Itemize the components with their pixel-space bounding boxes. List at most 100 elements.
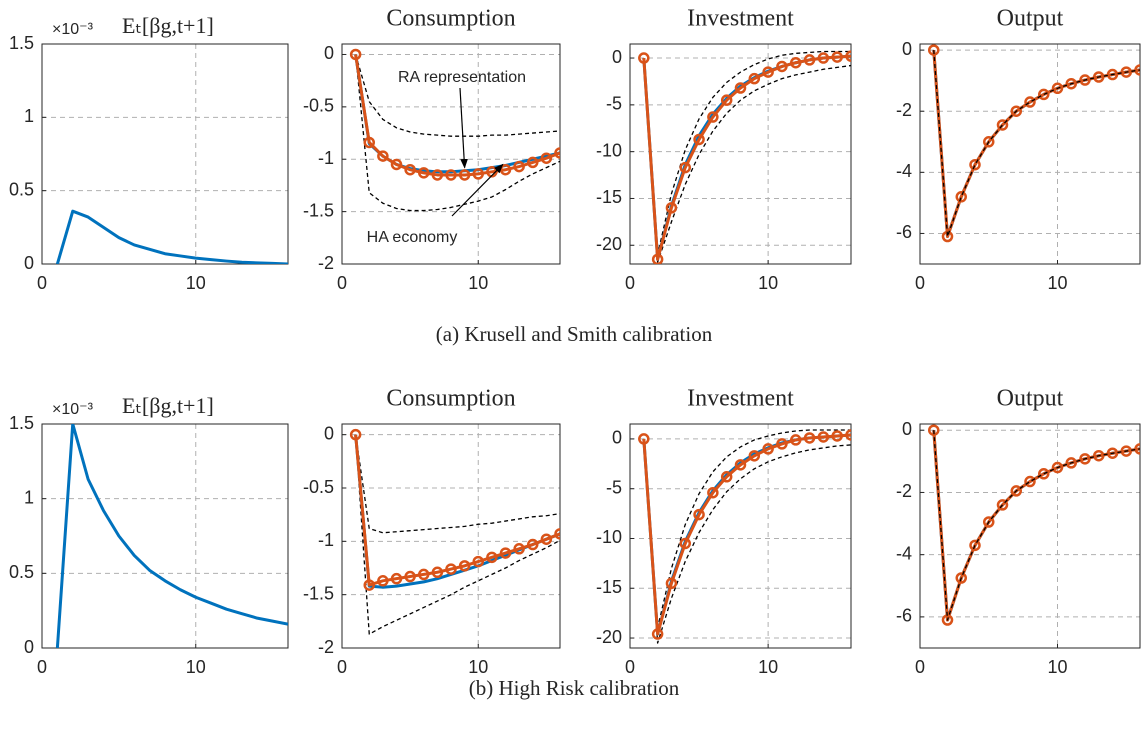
y-tick-label: -2	[318, 253, 334, 273]
axes-box	[341, 423, 561, 649]
annotation: RA representation	[398, 69, 526, 86]
series-line	[354, 54, 560, 177]
axes-box	[919, 423, 1141, 649]
series-line	[354, 434, 560, 534]
data-point	[404, 163, 416, 176]
chart-title: Consumption	[386, 386, 515, 412]
data-point	[762, 443, 774, 455]
chart-title: Consumption	[386, 6, 515, 32]
chart-title: Eₜ[βg,t+1]	[122, 13, 214, 38]
plot-area	[920, 424, 1140, 648]
plot-area	[630, 44, 851, 264]
data-point	[790, 56, 802, 69]
data-point	[431, 169, 444, 181]
axes-box	[919, 43, 1141, 265]
y-tick-label: 0	[24, 637, 34, 657]
y-tick-label: -4	[896, 161, 912, 181]
data-point	[486, 551, 498, 564]
data-point	[1106, 68, 1119, 81]
data-point	[377, 575, 389, 587]
y-tick-label: 0	[324, 423, 334, 443]
data-point	[1120, 445, 1132, 457]
data-point	[1093, 449, 1105, 462]
y-tick-label: -1.5	[303, 583, 334, 603]
data-point	[748, 450, 761, 462]
data-point	[445, 563, 457, 575]
y-tick-label: -15	[596, 577, 622, 597]
y-tick-label: 1	[24, 106, 34, 126]
data-point	[651, 628, 664, 640]
data-point	[638, 52, 650, 64]
x-tick-label: 0	[337, 273, 347, 293]
data-point	[554, 528, 560, 540]
y-tick-label: 0.5	[9, 179, 34, 199]
y-tick-label: -5	[606, 477, 622, 497]
x-tick-label: 10	[1047, 273, 1067, 293]
series-line	[643, 429, 851, 629]
y-tick-label: -0.5	[303, 96, 334, 116]
data-point	[665, 577, 678, 590]
data-point	[349, 48, 362, 61]
y-tick-label: 0	[612, 47, 622, 67]
data-point	[1024, 475, 1036, 488]
series-line	[643, 50, 851, 256]
y-tick-label: 1.5	[9, 413, 34, 433]
data-point	[1038, 468, 1050, 480]
x-tick-label: 0	[37, 657, 47, 677]
data-point	[720, 471, 733, 483]
y-tick-label: 1.5	[9, 33, 34, 53]
data-point	[1065, 457, 1077, 469]
data-point	[762, 66, 774, 78]
data-point	[748, 72, 761, 85]
data-point	[831, 51, 843, 63]
data-point	[363, 136, 375, 149]
data-point	[1079, 74, 1091, 86]
caption: (a) Krusell and Smith calibration	[436, 322, 713, 346]
data-point	[1134, 64, 1140, 76]
data-point	[363, 579, 375, 591]
annotation-arrow	[451, 163, 504, 217]
data-point	[638, 433, 650, 445]
data-point	[1065, 77, 1077, 90]
data-point	[390, 572, 403, 585]
data-point	[665, 202, 678, 214]
data-point	[349, 428, 362, 441]
data-point	[996, 499, 1009, 511]
data-point	[1038, 88, 1050, 101]
annotation: HA economy	[367, 229, 458, 246]
series-line	[55, 424, 288, 648]
x-tick-label: 10	[758, 273, 778, 293]
x-tick-label: 0	[37, 273, 47, 293]
series-line	[642, 54, 851, 261]
plot-area	[42, 424, 288, 648]
plot-content	[928, 44, 1140, 243]
y-tick-label: 0	[612, 428, 622, 448]
series-line	[354, 434, 560, 635]
chart-title: Eₜ[βg,t+1]	[122, 393, 214, 418]
data-point	[831, 430, 843, 442]
plot-content	[349, 48, 560, 212]
data-point	[418, 167, 430, 179]
x-tick-label: 10	[186, 273, 206, 293]
data-point	[472, 555, 484, 568]
data-point	[1106, 447, 1119, 459]
data-point	[845, 429, 851, 441]
data-point	[527, 156, 539, 169]
series-line	[643, 57, 851, 263]
y-tick-label: -5	[606, 94, 622, 114]
x-tick-label: 10	[758, 657, 778, 677]
y-tick-label: -20	[596, 234, 622, 254]
data-point	[418, 568, 430, 581]
data-point	[1079, 453, 1091, 465]
chart-title: Investment	[687, 386, 794, 412]
data-point	[1134, 443, 1140, 455]
data-point	[458, 560, 471, 572]
annotation-arrow	[459, 87, 468, 169]
data-point	[1093, 71, 1105, 83]
y-tick-label: 0	[24, 253, 34, 273]
y-tick-label: -1	[318, 530, 334, 550]
series-line	[933, 430, 1140, 621]
axes-box	[41, 423, 289, 649]
series-line	[354, 54, 560, 212]
data-point	[1010, 485, 1022, 497]
